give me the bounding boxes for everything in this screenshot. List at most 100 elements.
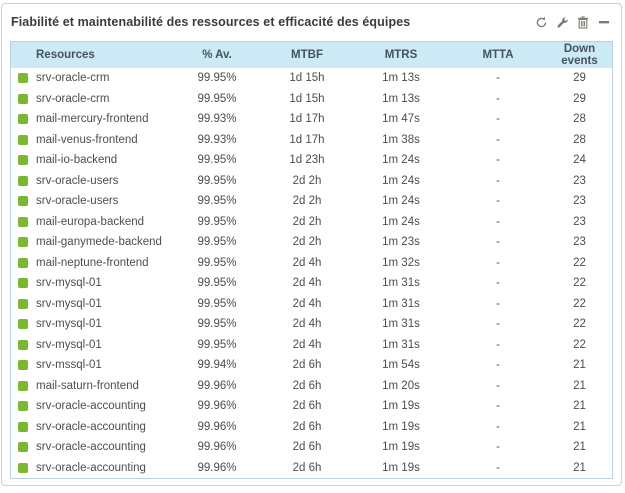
mtrs-value: 1m 13s <box>382 72 420 85</box>
table-row[interactable]: mail-mercury-frontend 99.93% 1d 17h 1m 4… <box>11 109 612 130</box>
resource-name: srv-mysql-01 <box>36 318 102 331</box>
availability-value: 99.95% <box>197 338 237 351</box>
mtta-value: - <box>496 297 500 310</box>
resource-name: srv-oracle-accounting <box>36 400 146 413</box>
mtbf-value: 2d 4h <box>292 256 322 269</box>
table-row[interactable]: srv-oracle-crm 99.95% 1d 15h 1m 13s - 29 <box>11 68 612 89</box>
table-header-row: Resources % Av. MTBF MTRS MTTA Down even… <box>11 42 612 68</box>
availability-value: 99.95% <box>197 277 237 290</box>
resource-name: srv-oracle-accounting <box>36 420 146 433</box>
mtta-value: - <box>496 338 500 351</box>
table-row[interactable]: mail-io-backend 99.95% 1d 23h 1m 24s - 2… <box>11 150 612 171</box>
status-up-icon <box>18 339 28 350</box>
resource-name: mail-ganymede-backend <box>36 236 162 249</box>
down-events-value: 21 <box>573 400 586 413</box>
availability-table: Resources % Av. MTBF MTRS MTTA Down even… <box>11 42 612 478</box>
column-header-availability: % Av. <box>173 42 261 68</box>
availability-value: 99.94% <box>197 359 237 372</box>
mtta-value: - <box>496 400 500 413</box>
column-header-mtbf: MTBF <box>261 42 353 68</box>
refresh-icon[interactable] <box>534 15 548 29</box>
availability-value: 99.96% <box>197 461 237 474</box>
availability-value: 99.95% <box>197 92 237 105</box>
mtbf-value: 1d 17h <box>289 133 325 146</box>
mtrs-value: 1m 13s <box>382 92 420 105</box>
mtrs-value: 1m 24s <box>382 174 420 187</box>
availability-value: 99.96% <box>197 441 237 454</box>
down-events-value: 21 <box>573 420 586 433</box>
table-row[interactable]: srv-oracle-crm 99.95% 1d 15h 1m 13s - 29 <box>11 89 612 110</box>
table-row[interactable]: srv-oracle-users 99.95% 2d 2h 1m 24s - 2… <box>11 191 612 212</box>
mtrs-value: 1m 31s <box>382 318 420 331</box>
mtbf-value: 2d 6h <box>292 461 322 474</box>
table-row[interactable]: srv-mysql-01 99.95% 2d 4h 1m 31s - 22 <box>11 273 612 294</box>
mtta-value: - <box>496 113 500 126</box>
down-events-value: 22 <box>573 318 586 331</box>
table-row[interactable]: mail-saturn-frontend 99.96% 2d 6h 1m 20s… <box>11 376 612 397</box>
table-row[interactable]: mail-neptune-frontend 99.95% 2d 4h 1m 32… <box>11 253 612 274</box>
table-row[interactable]: srv-mysql-01 99.95% 2d 4h 1m 31s - 22 <box>11 335 612 356</box>
resource-name: srv-oracle-users <box>36 174 119 187</box>
mtrs-value: 1m 38s <box>382 133 420 146</box>
table-row[interactable]: srv-oracle-accounting 99.96% 2d 6h 1m 19… <box>11 458 612 479</box>
down-events-value: 21 <box>573 461 586 474</box>
table-row[interactable]: srv-mssql-01 99.94% 2d 6h 1m 54s - 21 <box>11 355 612 376</box>
down-events-value: 28 <box>573 133 586 146</box>
down-events-value: 24 <box>573 154 586 167</box>
mtta-value: - <box>496 195 500 208</box>
mtta-value: - <box>496 72 500 85</box>
availability-value: 99.95% <box>197 318 237 331</box>
table-row[interactable]: srv-oracle-accounting 99.96% 2d 6h 1m 19… <box>11 396 612 417</box>
mtta-value: - <box>496 215 500 228</box>
resource-name: srv-mysql-01 <box>36 338 102 351</box>
status-up-icon <box>18 196 28 207</box>
table-row[interactable]: srv-mysql-01 99.95% 2d 4h 1m 31s - 22 <box>11 314 612 335</box>
availability-value: 99.96% <box>197 420 237 433</box>
minimize-icon[interactable] <box>597 15 611 29</box>
availability-value: 99.95% <box>197 256 237 269</box>
availability-value: 99.96% <box>197 400 237 413</box>
table-body: srv-oracle-crm 99.95% 1d 15h 1m 13s - 29… <box>11 68 612 478</box>
down-events-value: 22 <box>573 277 586 290</box>
mtrs-value: 1m 47s <box>382 113 420 126</box>
availability-value: 99.95% <box>197 215 237 228</box>
down-events-value: 28 <box>573 113 586 126</box>
mtrs-value: 1m 24s <box>382 154 420 167</box>
table-row[interactable]: mail-europa-backend 99.95% 2d 2h 1m 24s … <box>11 212 612 233</box>
down-events-value: 23 <box>573 174 586 187</box>
resource-name: mail-venus-frontend <box>36 133 138 146</box>
resource-name: mail-mercury-frontend <box>36 113 149 126</box>
table-row[interactable]: srv-oracle-accounting 99.96% 2d 6h 1m 19… <box>11 417 612 438</box>
mtrs-value: 1m 19s <box>382 420 420 433</box>
table-row[interactable]: srv-mysql-01 99.95% 2d 4h 1m 31s - 22 <box>11 294 612 315</box>
table-row[interactable]: mail-venus-frontend 99.93% 1d 17h 1m 38s… <box>11 130 612 151</box>
status-up-icon <box>18 73 28 84</box>
mtta-value: - <box>496 461 500 474</box>
mtbf-value: 2d 6h <box>292 359 322 372</box>
status-up-icon <box>18 237 28 248</box>
mtrs-value: 1m 32s <box>382 256 420 269</box>
mtta-value: - <box>496 256 500 269</box>
resource-name: srv-oracle-users <box>36 195 119 208</box>
availability-value: 99.95% <box>197 236 237 249</box>
status-up-icon <box>18 257 28 268</box>
availability-value: 99.96% <box>197 379 237 392</box>
resource-name: srv-oracle-crm <box>36 72 110 85</box>
resource-name: srv-mssql-01 <box>36 359 102 372</box>
mtbf-value: 2d 6h <box>292 400 322 413</box>
trash-icon[interactable] <box>576 15 590 29</box>
mtta-value: - <box>496 420 500 433</box>
wrench-icon[interactable] <box>555 15 569 29</box>
mtrs-value: 1m 24s <box>382 215 420 228</box>
status-up-icon <box>18 216 28 227</box>
availability-value: 99.95% <box>197 72 237 85</box>
resource-name: srv-mysql-01 <box>36 297 102 310</box>
table-row[interactable]: srv-oracle-accounting 99.96% 2d 6h 1m 19… <box>11 437 612 458</box>
mtta-value: - <box>496 359 500 372</box>
resource-name: mail-saturn-frontend <box>36 379 139 392</box>
down-events-value: 22 <box>573 338 586 351</box>
table-row[interactable]: srv-oracle-users 99.95% 2d 2h 1m 24s - 2… <box>11 171 612 192</box>
mtrs-value: 1m 31s <box>382 297 420 310</box>
table-row[interactable]: mail-ganymede-backend 99.95% 2d 2h 1m 23… <box>11 232 612 253</box>
status-up-icon <box>18 278 28 289</box>
